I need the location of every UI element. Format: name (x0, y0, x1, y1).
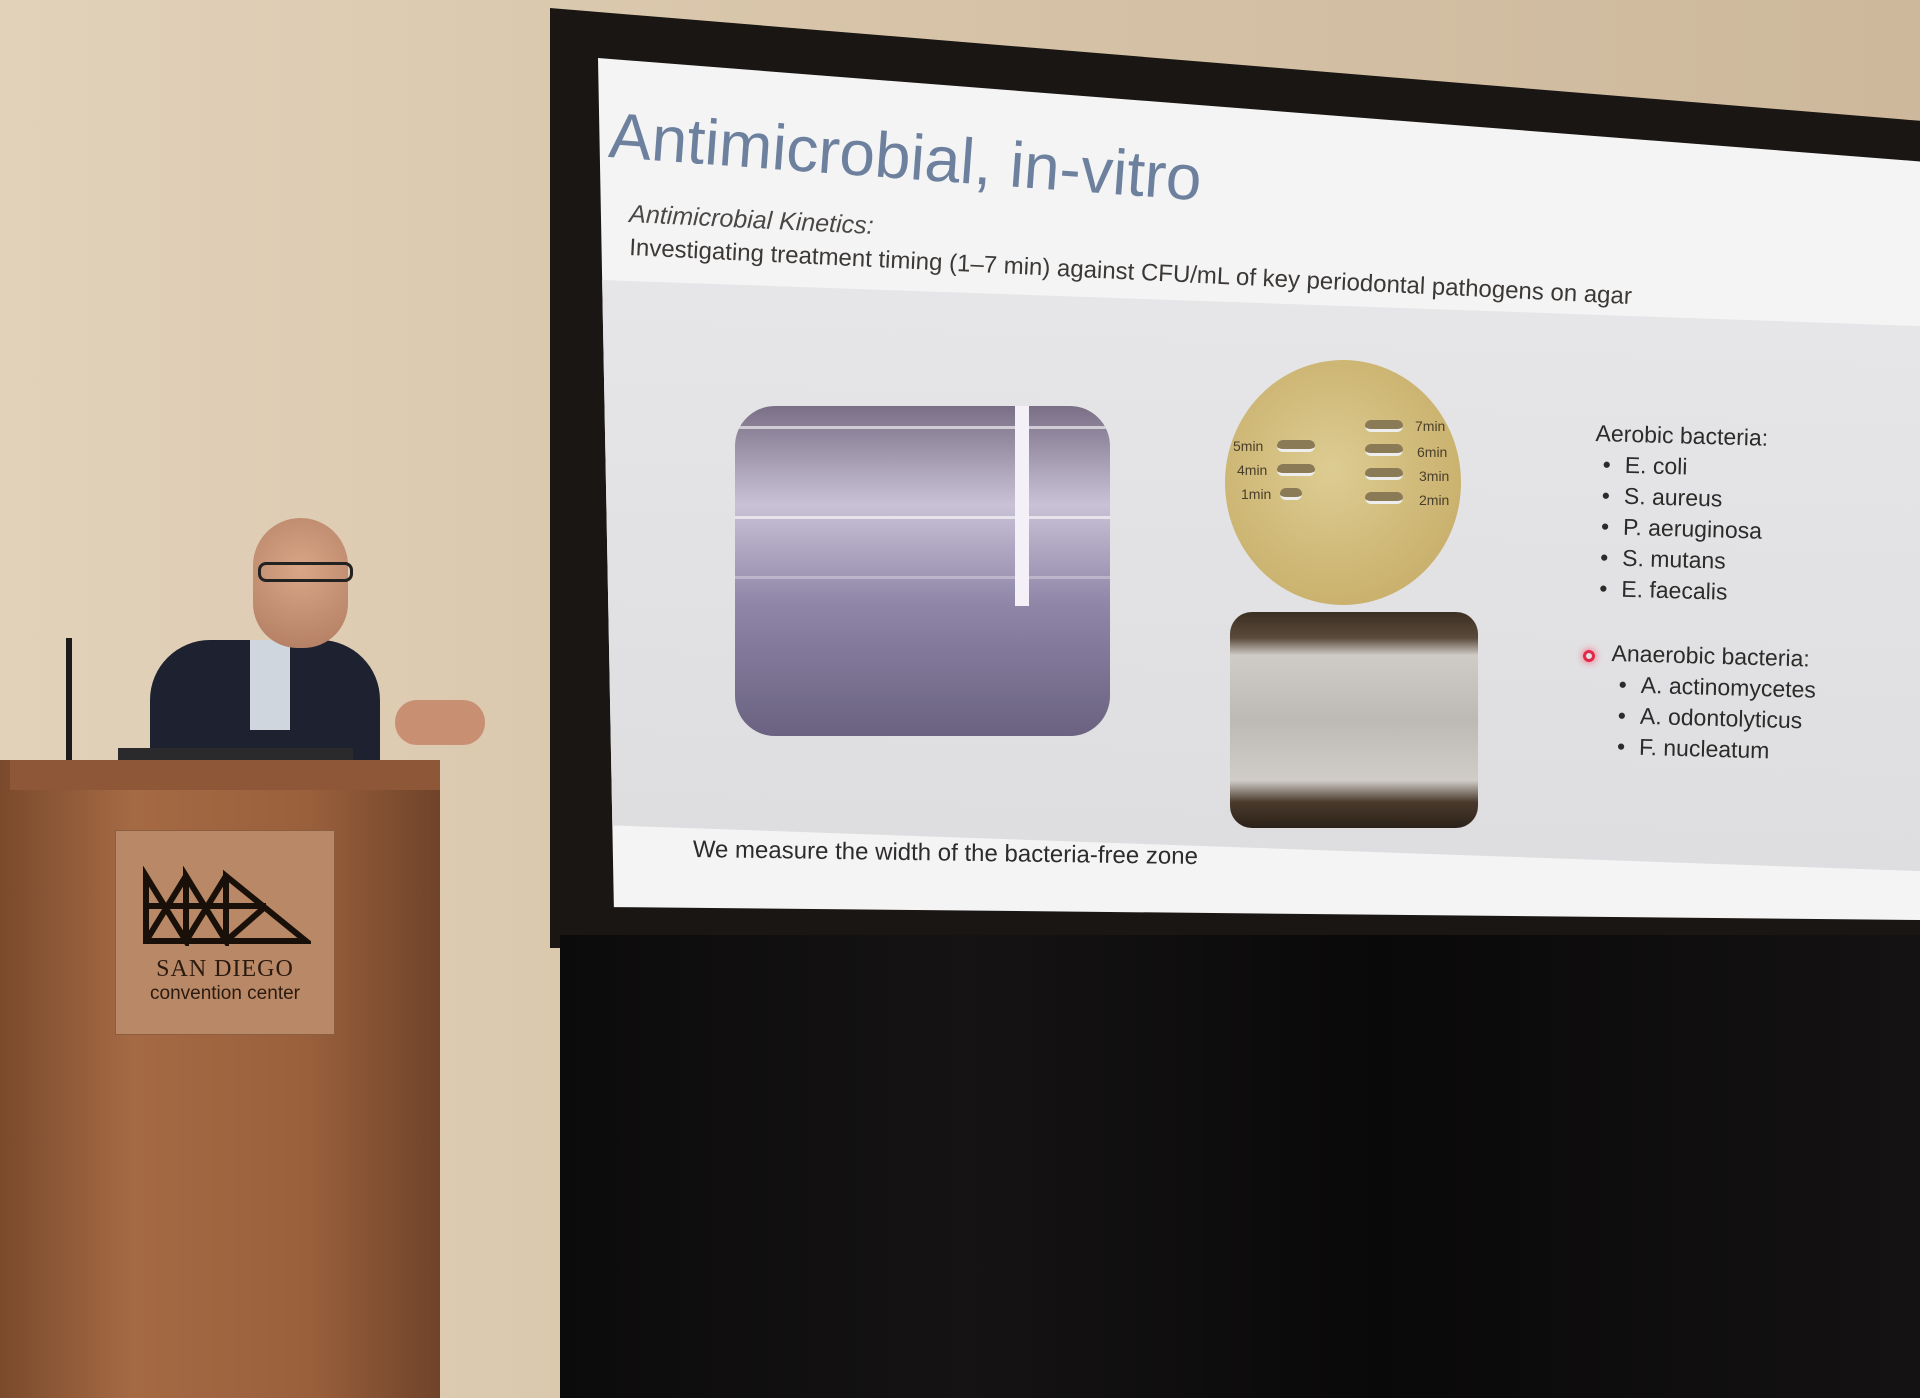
microphone-stand (66, 638, 72, 773)
pipette-photo (735, 406, 1110, 736)
list-item: E. faecalis (1599, 575, 1764, 611)
convention-center-logo-plate: SAN DIEGO convention center (115, 830, 335, 1035)
list-item: S. aureus (1601, 482, 1766, 518)
logo-text-line2: convention center (150, 983, 300, 1004)
speaker-shirt (250, 640, 290, 730)
black-curtain (560, 935, 1920, 1398)
presentation-slide: Antimicrobial, in-vitro Antimicrobial Ki… (598, 58, 1920, 920)
anaerobic-list: Anaerobic bacteria: A. actinomycetes A. … (1609, 640, 1818, 770)
pipette (1015, 406, 1029, 606)
dish-label: 4min (1237, 462, 1268, 478)
glasses (258, 562, 353, 582)
dish-label: 5min (1233, 438, 1264, 454)
aerobic-list: Aerobic bacteria: E. coli S. aureus P. a… (1591, 420, 1769, 611)
list-item: P. aeruginosa (1601, 513, 1766, 549)
slide-title: Antimicrobial, in-vitro (606, 98, 1205, 215)
slide-footer: We measure the width of the bacteria-fre… (692, 836, 1199, 871)
dish-label: 7min (1415, 418, 1446, 434)
dish-label: 2min (1419, 492, 1450, 508)
speaker-head (253, 518, 348, 648)
slide-description: Investigating treatment timing (1–7 min)… (628, 234, 1633, 310)
list-item: F. nucleatum (1617, 733, 1815, 769)
dish-label: 1min (1241, 486, 1272, 502)
laser-pointer-dot (1583, 650, 1595, 662)
dish-label: 6min (1417, 444, 1448, 460)
aerobic-heading: Aerobic bacteria: (1595, 420, 1769, 451)
dish-label: 3min (1419, 468, 1450, 484)
petri-dish-image: 5min 4min 1min 7min 6min 3min 2min (1225, 360, 1461, 605)
list-item: S. mutans (1600, 544, 1765, 580)
anaerobic-heading: Anaerobic bacteria: (1611, 640, 1811, 672)
list-item: E. coli (1602, 451, 1767, 487)
speaker-hand (395, 700, 485, 745)
logo-text-line1: SAN DIEGO (156, 956, 294, 982)
logo-truss-icon (143, 866, 311, 946)
podium-top (10, 760, 440, 790)
microscope-zoom-image (1230, 612, 1478, 828)
